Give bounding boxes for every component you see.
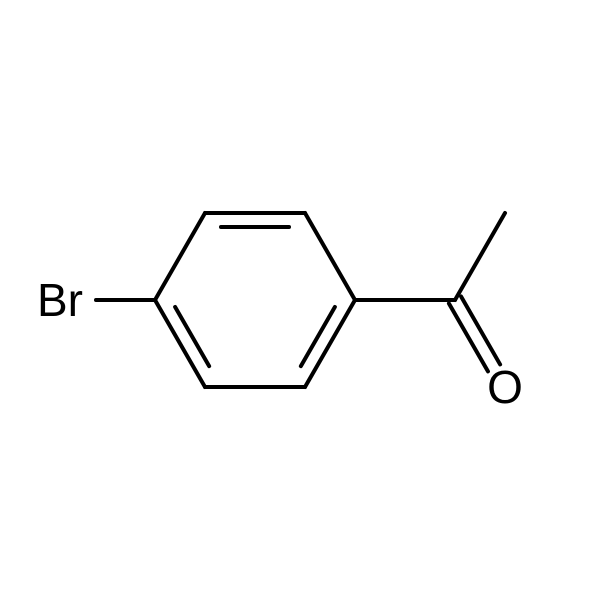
bond-line [301, 307, 335, 366]
bond-line [175, 307, 209, 366]
atom-label-br: Br [37, 274, 83, 326]
bond-line [305, 213, 355, 300]
bond-line [455, 213, 505, 300]
bond-line [449, 303, 488, 371]
atom-label-o: O [487, 361, 523, 413]
bond-line [461, 297, 500, 365]
bond-line [155, 213, 205, 300]
chemical-structure-diagram: O Br [0, 0, 600, 600]
